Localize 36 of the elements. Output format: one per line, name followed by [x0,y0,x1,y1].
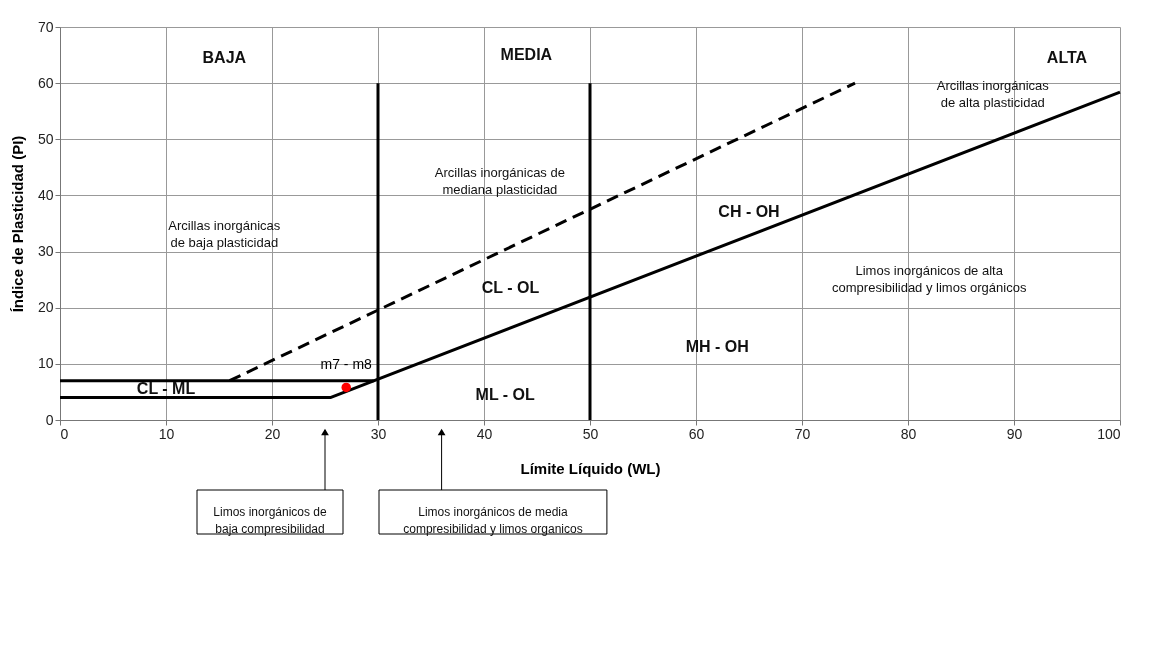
x-tick-label: 20 [264,425,281,442]
annotation: Arcillas inorgánicas de alta plasticidad [936,77,1050,110]
y-tick-label: 60 [37,74,54,91]
text: Limos inorgánicos de baja compresibilidad [213,505,328,536]
x-tick-label: 50 [582,425,599,442]
x-tick-label: 80 [900,425,917,442]
annotation: Arcillas inorgánicas de mediana plasticidad [434,164,565,197]
annotation: Limos inorgánicos de alta compresibilidad y limos orgánicos [832,263,1027,296]
annotation: ALTA [1046,49,1088,67]
x-tick-label: 0 [60,425,69,442]
y-axis-title: Índice de Plasticidad (PI) [8,135,26,313]
annotation: CL - ML [136,379,196,397]
y-tick-label: 0 [45,411,54,428]
y-tick-label: 70 [37,18,54,35]
x-tick-label: 40 [476,425,493,442]
annotation: ML - OL [475,385,536,403]
text: Limos inorgánicos de media compresibilidad y limos organicos [403,505,583,536]
x-tick-label: 90 [1006,425,1023,442]
annotation: MEDIA [500,45,553,63]
y-tick-label: 50 [37,130,54,147]
x-tick-label: 10 [158,425,175,442]
y-tick-label: 40 [37,186,54,203]
x-tick-label: 70 [794,425,811,442]
annotation: BAJA [202,49,247,67]
series-label: m7 - m8 [320,356,373,373]
annotation: CL - OL [481,278,540,296]
y-tick-label: 10 [37,355,54,372]
x-tick-label: 100 [1097,425,1121,442]
y-tick-label: 20 [37,299,54,316]
x-tick-label: 30 [370,425,387,442]
y-tick-label: 30 [37,243,54,260]
x-axis-title: Límite Líquido (WL) [520,459,661,477]
annotation: Arcillas inorgánicas de baja plasticidad [168,218,281,251]
x-tick-label: 60 [688,425,705,442]
annotation: CH - OH [718,203,780,221]
annotation: MH - OH [685,337,749,355]
